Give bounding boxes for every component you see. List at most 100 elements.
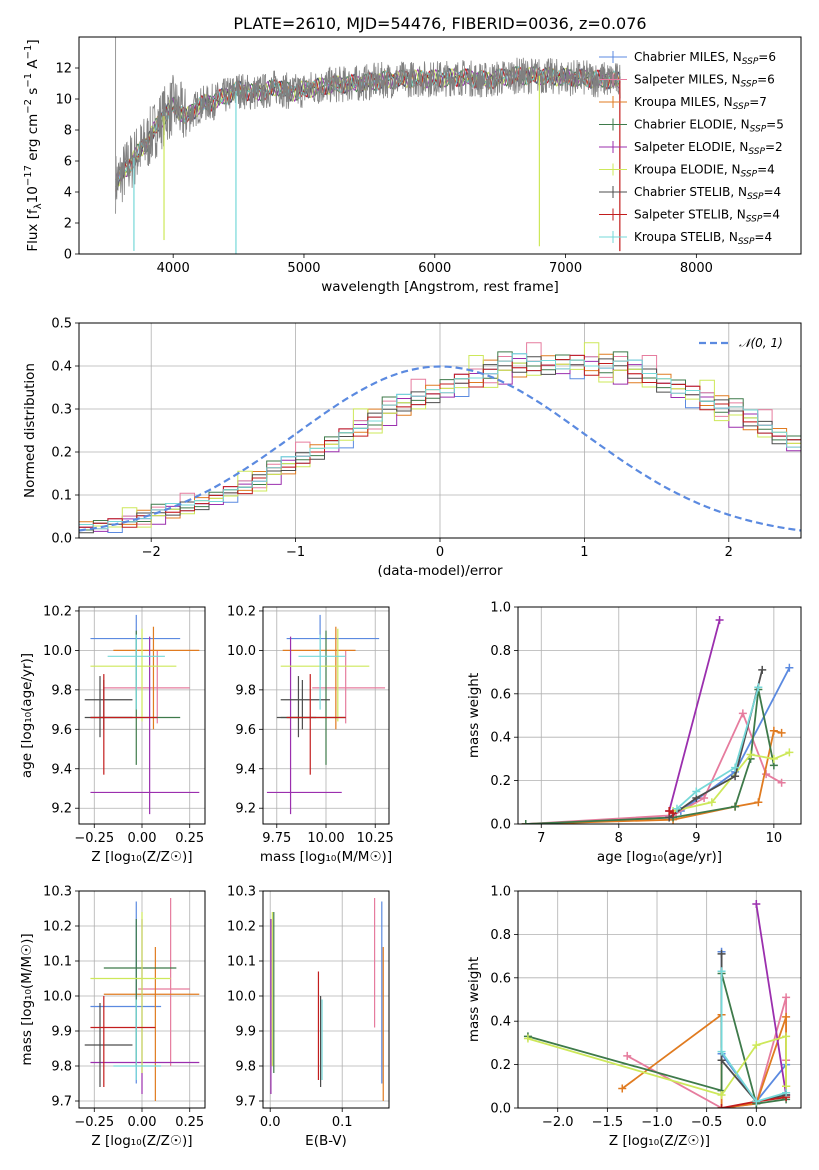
plus-marker: [523, 1034, 532, 1043]
x-axis-label: age [log₁₀(age/yr)]: [597, 849, 722, 865]
y-tick-label: 10.2: [227, 604, 256, 619]
age-vs-metallicity-panel: −0.25 0.00 0.25 9.2 9.4 9.6 9.8 10.0 10.2 Z [log₁…: [19, 604, 206, 865]
plus-marker: [731, 772, 740, 781]
error-point: [103, 919, 177, 1066]
x-tick-label: 5000: [287, 261, 320, 276]
plus-marker: [672, 804, 681, 813]
y-tick-label: 6: [64, 155, 72, 170]
x-tick-label: 0.1: [332, 1115, 353, 1130]
y-tick-label: 9.9: [235, 1025, 256, 1040]
y-tick-label: 0.8: [490, 644, 511, 659]
error-point: [90, 614, 181, 680]
x-axis-label: (data-model)/error: [377, 563, 503, 579]
x-tick-label: 0.25: [175, 831, 204, 846]
mass-weight-vs-age-panel: 7 8 9 10 0.0 0.2 0.4 0.6 0.8 1.0 age [log₁₀(age/yr…: [466, 601, 802, 865]
error-point: [90, 674, 158, 775]
y-tick-label: 9.2: [235, 802, 256, 817]
y-axis-label: mass weight: [466, 957, 482, 1042]
y-tick-label: 0.0: [490, 1102, 511, 1117]
y-tick-label: 4: [64, 186, 72, 201]
plus-marker: [669, 809, 678, 818]
plus-marker: [762, 770, 771, 779]
x-tick-label: 9: [692, 831, 700, 846]
error-point: [280, 628, 370, 722]
x-tick-label: −1: [286, 545, 305, 560]
mass-vs-ebv-panel: 0.0 0.1 9.7 9.8 9.9 10.0 10.1 10.2 10.3 E(B-V): [227, 885, 390, 1149]
legend-label: Salpeter MILES, NSSP=6: [634, 73, 775, 90]
y-tick-label: 10.2: [227, 920, 256, 935]
x-tick-label: 0.00: [128, 1115, 157, 1130]
plus-marker: [715, 616, 724, 625]
y-tick-label: 0.4: [490, 1015, 511, 1030]
x-tick-label: 9.75: [262, 831, 291, 846]
y-tick-label: 0: [64, 248, 72, 263]
y-tick-label: 9.7: [235, 1095, 256, 1110]
error-point: [107, 634, 165, 710]
y-tick-label: 10.3: [43, 885, 72, 900]
plus-marker: [717, 949, 726, 958]
y-tick-label: 9.4: [235, 762, 256, 777]
mass-weight-vs-metallicity-panel: −2.0 −1.5 −1.0 −0.5 0.0 0.0 0.2 0.4 0.6 0.8 1.0 Z […: [466, 885, 802, 1149]
y-tick-label: 10.2: [43, 920, 72, 935]
y-tick-label: 10.0: [43, 644, 72, 659]
plus-marker: [777, 728, 786, 737]
plus-marker: [754, 683, 763, 692]
histogram-steps: [79, 342, 801, 534]
y-tick-label: 0.4: [51, 360, 72, 375]
y-tick-label: 10.0: [43, 990, 72, 1005]
plot-frame: [262, 890, 390, 1109]
plus-marker: [752, 900, 761, 909]
histogram-kroupa-stelib: [79, 353, 801, 530]
y-tick-label: 10.1: [227, 955, 256, 970]
y-tick-label: 9.4: [51, 762, 72, 777]
mass-vs-metallicity-panel: −0.25 0.00 0.25 9.7 9.8 9.9 10.0 10.1 10.2 10.3 Z …: [19, 885, 206, 1149]
y-tick-label: 9.8: [235, 683, 256, 698]
legend: Chabrier MILES, NSSP=6 Salpeter MILES, NS…: [599, 50, 784, 247]
x-tick-label: 8000: [680, 261, 713, 276]
plus-marker: [782, 1012, 791, 1021]
y-tick-label: 9.8: [51, 1060, 72, 1075]
y-tick-label: 10.1: [43, 955, 72, 970]
y-tick-label: 0.6: [490, 971, 511, 986]
y-tick-label: 9.2: [51, 802, 72, 817]
mass-weight-series-salpeter-elodie: [668, 619, 721, 812]
plot-frame: [517, 890, 802, 1109]
x-tick-label: 1: [580, 545, 588, 560]
x-tick-label: −0.5: [691, 1115, 723, 1130]
x-axis-label: Z [log₁₀(Z/Z☉)]: [91, 1133, 192, 1149]
legend-label: Kroupa STELIB, NSSP=4: [634, 230, 772, 247]
y-tick-label: 8: [64, 124, 72, 139]
legend-label: Kroupa ELODIE, NSSP=4: [634, 163, 775, 180]
y-tick-label: 0.3: [51, 403, 72, 418]
plus-marker: [623, 1051, 632, 1060]
y-tick-label: 9.8: [235, 1060, 256, 1075]
x-tick-label: −0.25: [74, 831, 114, 846]
plot-frame: [78, 890, 206, 1109]
x-axis-label: E(B-V): [305, 1133, 347, 1149]
plus-marker: [754, 798, 763, 807]
error-point: [286, 674, 346, 775]
plus-marker: [717, 1056, 726, 1065]
residual-histogram-panel: −2 −1 0 1 2 0.0 0.1 0.2 0.3 0.4 0.5 (data-model)/er…: [22, 317, 802, 579]
x-axis-label: wavelength [Angstrom, rest frame]: [321, 279, 559, 295]
error-point: [90, 628, 177, 722]
error-point: [90, 901, 162, 1084]
plus-marker: [752, 1097, 761, 1106]
plot-frame: [78, 36, 802, 255]
y-tick-label: 9.6: [51, 723, 72, 738]
error-point: [90, 636, 200, 815]
y-axis-label: age [log₁₀(age/yr)]: [19, 653, 35, 778]
x-tick-label: 10: [766, 831, 783, 846]
error-point: [280, 679, 330, 730]
mass-weight-series-chabrier-elodie: [525, 689, 775, 824]
legend-label: Salpeter STELIB, NSSP=4: [634, 208, 780, 225]
plus-marker: [692, 787, 701, 796]
y-tick-label: 0.5: [51, 317, 72, 332]
y-tick-label: 9.9: [51, 1025, 72, 1040]
mass-weight-series-chabrier-miles: [525, 667, 791, 824]
legend-label: Salpeter ELODIE, NSSP=2: [634, 140, 783, 157]
error-point: [286, 614, 380, 680]
error-point: [113, 626, 200, 730]
y-axis-label: mass weight: [466, 673, 482, 758]
